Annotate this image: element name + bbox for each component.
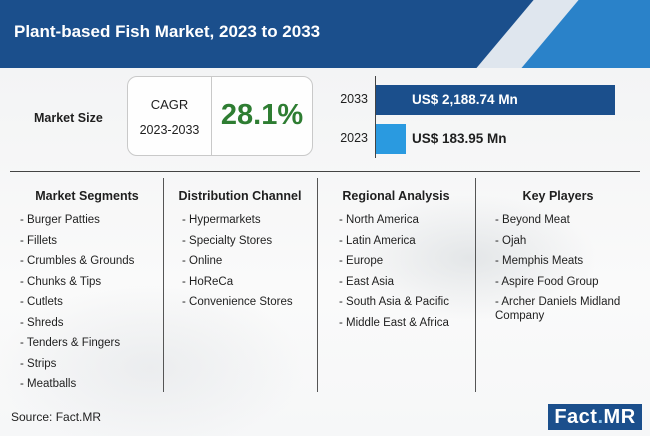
bar-year-label: 2033: [340, 92, 368, 106]
logo-text-fact: Fact: [554, 405, 598, 428]
list-item: - Specialty Stores: [182, 234, 273, 247]
list-item: - Archer Daniels Midland Company: [495, 296, 621, 322]
list-item: - Crumbles & Grounds: [20, 255, 135, 267]
bar-2033: US$ 2,188.74 Mn: [376, 85, 615, 115]
market-size-label: Market Size: [34, 111, 103, 125]
list-item: - Europe: [339, 255, 384, 267]
logo-dot: .: [597, 405, 604, 428]
list-item: - Online: [182, 255, 223, 267]
column-distribution-channel: Distribution Channel - Hypermarkets - Spe…: [164, 172, 316, 400]
bar-2023: US$ 183.95 Mn: [376, 124, 507, 154]
page-title: Plant-based Fish Market, 2023 to 2033: [14, 22, 321, 41]
list-item: - Tenders & Fingers: [20, 337, 121, 349]
list-item: - Strips: [20, 357, 57, 370]
column-separator: [317, 178, 318, 392]
bar-value-label: US$ 2,188.74 Mn: [412, 92, 518, 107]
list-item: - Cutlets: [20, 296, 63, 308]
bar-value-label: US$ 183.95 Mn: [412, 131, 507, 146]
bar-year-label: 2023: [340, 131, 368, 145]
column-title: Regional Analysis: [342, 189, 450, 203]
cagr-label: CAGR: [150, 97, 189, 112]
list-item: - Burger Patties: [20, 214, 100, 226]
list-item: - Middle East & Africa: [339, 316, 449, 329]
list-item: - Latin America: [339, 234, 416, 247]
column-title: Key Players: [522, 189, 594, 203]
cagr-divider: [211, 77, 212, 155]
list-item: - Fillets: [20, 234, 58, 247]
header-banner: Plant-based Fish Market, 2023 to 2033: [0, 0, 650, 68]
bar-axis: [375, 76, 376, 158]
list-item: - Memphis Meats: [495, 255, 584, 267]
source-note: Source: Fact.MR: [11, 410, 102, 424]
cagr-period: 2023-2033: [139, 123, 200, 137]
list-item: - Beyond Meat: [495, 214, 570, 226]
list-item: - East Asia: [339, 275, 394, 288]
list-item: - Ojah: [495, 234, 527, 247]
cagr-box: CAGR 2023-2033 28.1%: [127, 76, 313, 156]
logo-text-mr: MR: [603, 405, 636, 428]
column-regional-analysis: Regional Analysis - North America - Latin…: [318, 172, 474, 400]
list-item: - Convenience Stores: [182, 296, 293, 308]
list-item: - North America: [339, 214, 419, 226]
column-key-players: Key Players - Beyond Meat - Ojah - Memphis…: [476, 172, 640, 400]
list-item: - Aspire Food Group: [495, 275, 599, 288]
column-title: Distribution Channel: [178, 189, 302, 203]
list-item: - Chunks & Tips: [20, 275, 102, 288]
section-divider: [10, 171, 640, 172]
column-separator: [163, 178, 164, 392]
cagr-value: 28.1%: [220, 99, 304, 131]
list-item: - South Asia & Pacific: [339, 296, 449, 308]
list-item: - Shreds: [20, 316, 64, 329]
column-market-segments: Market Segments - Burger Patties - Fillet…: [12, 172, 162, 400]
column-separator: [475, 178, 476, 392]
background-image: [0, 68, 650, 436]
list-item: - Hypermarkets: [182, 214, 261, 226]
list-item: - HoReCa: [182, 275, 234, 288]
list-item: - Meatballs: [20, 378, 77, 390]
factmr-logo: Fact. MR: [548, 404, 642, 430]
column-title: Market Segments: [35, 189, 139, 203]
